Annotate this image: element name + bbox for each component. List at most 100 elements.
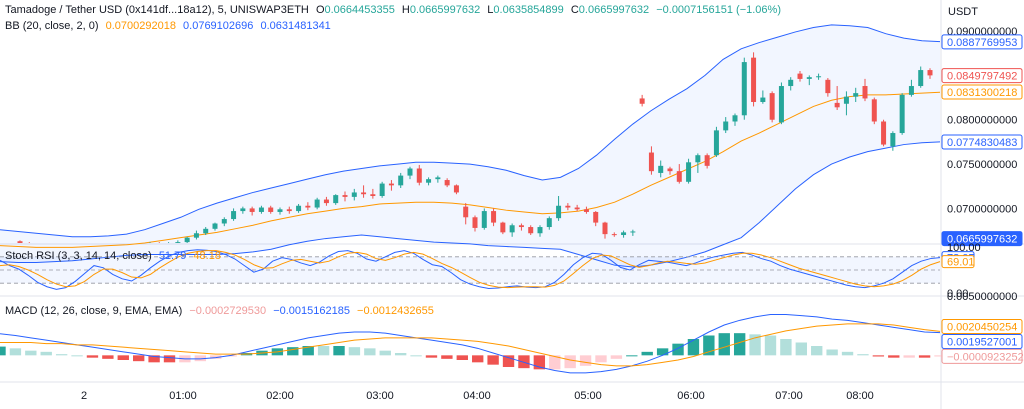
price-tag-text: 0.0665997632 [947, 234, 1017, 246]
price-tag: 0.0887769953 [941, 34, 1023, 50]
macd-line [0, 314, 941, 374]
candle-body [518, 225, 524, 228]
macd-histogram-bar [687, 339, 700, 356]
candle-body [528, 227, 534, 234]
stoch-rsi-legend[interactable]: Stoch RSI (3, 3, 14, 14, close) 51.79 48… [5, 250, 225, 263]
stoch-rsi-label: Stoch RSI (3, 3, 14, 14, close) [5, 250, 152, 262]
macd-label: MACD (12, 26, close, 9, EMA, EMA) [5, 305, 183, 317]
candle-body [723, 121, 729, 131]
candle-body [751, 57, 757, 102]
macd-histogram-bar [425, 355, 438, 358]
price-tag-box [941, 68, 1023, 84]
candle-body [676, 171, 682, 182]
macd-histogram-bar [641, 351, 653, 356]
macd-histogram-bar [456, 355, 468, 360]
macd-histogram-bar [40, 351, 52, 356]
close-value: 0.0665997632 [578, 4, 650, 16]
macd-histogram-bar [25, 350, 37, 356]
candles-group [17, 52, 933, 243]
price-tag-box [941, 134, 1023, 150]
macd-histogram-bar [549, 355, 561, 370]
macd-histogram-bar [888, 355, 900, 358]
candle-body [927, 70, 933, 76]
candle-body [899, 94, 905, 134]
candle-body [184, 237, 190, 243]
macd-histogram-bar [410, 355, 422, 357]
stoch-rsi-axis-bottom: 0.00 [947, 288, 968, 300]
stoch-rsi-d-line [0, 250, 941, 289]
candle-body [323, 199, 329, 204]
macd-histogram-bar [194, 355, 207, 362]
high-value: 0.0665997632 [409, 4, 481, 16]
time-axis-label: 07:00 [775, 390, 803, 402]
candle-body [491, 211, 497, 223]
price-tag: 0.0831300218 [941, 84, 1023, 100]
change-value: −0.0007156151 (−1.06%) [656, 4, 781, 16]
macd-legend[interactable]: MACD (12, 26, close, 9, EMA, EMA) −0.000… [5, 305, 438, 318]
price-tag: 0.0774830483 [941, 134, 1023, 150]
bollinger-upper-line [0, 24, 941, 238]
candle-body [426, 179, 432, 183]
candle-body [602, 222, 608, 235]
macd-tag-box [941, 318, 1023, 334]
candle-body [611, 234, 617, 236]
macd-histogram-bar [857, 354, 869, 356]
macd-histogram-bar [518, 355, 530, 369]
open-value: 0.0664453355 [324, 4, 395, 16]
candle-body [388, 183, 394, 186]
candle-body [843, 96, 849, 104]
price-tag-text: 0.0849797492 [947, 71, 1017, 83]
bollinger-band-fill [0, 24, 940, 267]
price-tag-box [941, 34, 1023, 50]
candle-body [286, 209, 292, 212]
candle-body [212, 223, 218, 229]
macd-histogram-bar [302, 346, 314, 356]
macd-histogram-bar [579, 355, 592, 366]
candle-body [658, 165, 664, 173]
macd-histogram-bar [9, 348, 22, 356]
candle-body [342, 195, 348, 197]
bb-legend[interactable]: BB (20, close, 2, 0) 0.0700292018 0.0769… [5, 20, 335, 33]
symbol-title[interactable]: Tamadoge / Tether USD (0x141df...18a12),… [5, 4, 309, 16]
candle-body [639, 98, 645, 104]
stoch-rsi-k-value: 51.79 [158, 250, 187, 262]
candle-body [713, 130, 719, 156]
candle-body [453, 185, 459, 193]
o-label: O [315, 4, 325, 16]
bollinger-lower-line [0, 141, 941, 268]
symbol-legend: Tamadoge / Tether USD (0x141df...18a12),… [5, 4, 785, 17]
candle-body [333, 195, 339, 204]
macd-histogram-bar [487, 355, 499, 365]
candle-body [416, 168, 422, 183]
macd-histogram-bar [333, 346, 345, 356]
macd-histogram-bar [225, 355, 237, 357]
macd-histogram-bar [533, 355, 546, 370]
macd-histogram-bar [656, 348, 669, 356]
macd-histogram-bar [394, 353, 407, 356]
price-axis-tick: 0.0700000000 [947, 203, 1017, 215]
macd-histogram-bar [348, 347, 361, 356]
macd-histogram-bar [133, 355, 145, 362]
macd-hist-value: −0.0002729530 [189, 305, 267, 317]
macd-histogram-bar [441, 355, 453, 359]
h-label: H [401, 4, 410, 16]
macd-tag: −0.0000923252 [941, 348, 1024, 364]
candle-body [231, 211, 237, 220]
macd-tag-box [941, 348, 1023, 364]
candle-body [565, 205, 571, 208]
candle-body [203, 228, 209, 234]
stoch-rsi-d-value: 48.18 [193, 250, 221, 262]
candle-body [472, 217, 478, 228]
candle-body [277, 209, 283, 212]
macd-histogram-bar [826, 349, 838, 356]
macd-histogram-bar [934, 355, 946, 357]
candle-body [500, 222, 506, 233]
candle-body [435, 177, 441, 180]
macd-histogram-bar [718, 333, 730, 356]
macd-histogram-bar [733, 333, 746, 356]
macd-histogram-bar [0, 346, 6, 356]
candle-body [444, 180, 450, 186]
candle-body [463, 206, 469, 218]
candle-body [593, 211, 599, 223]
